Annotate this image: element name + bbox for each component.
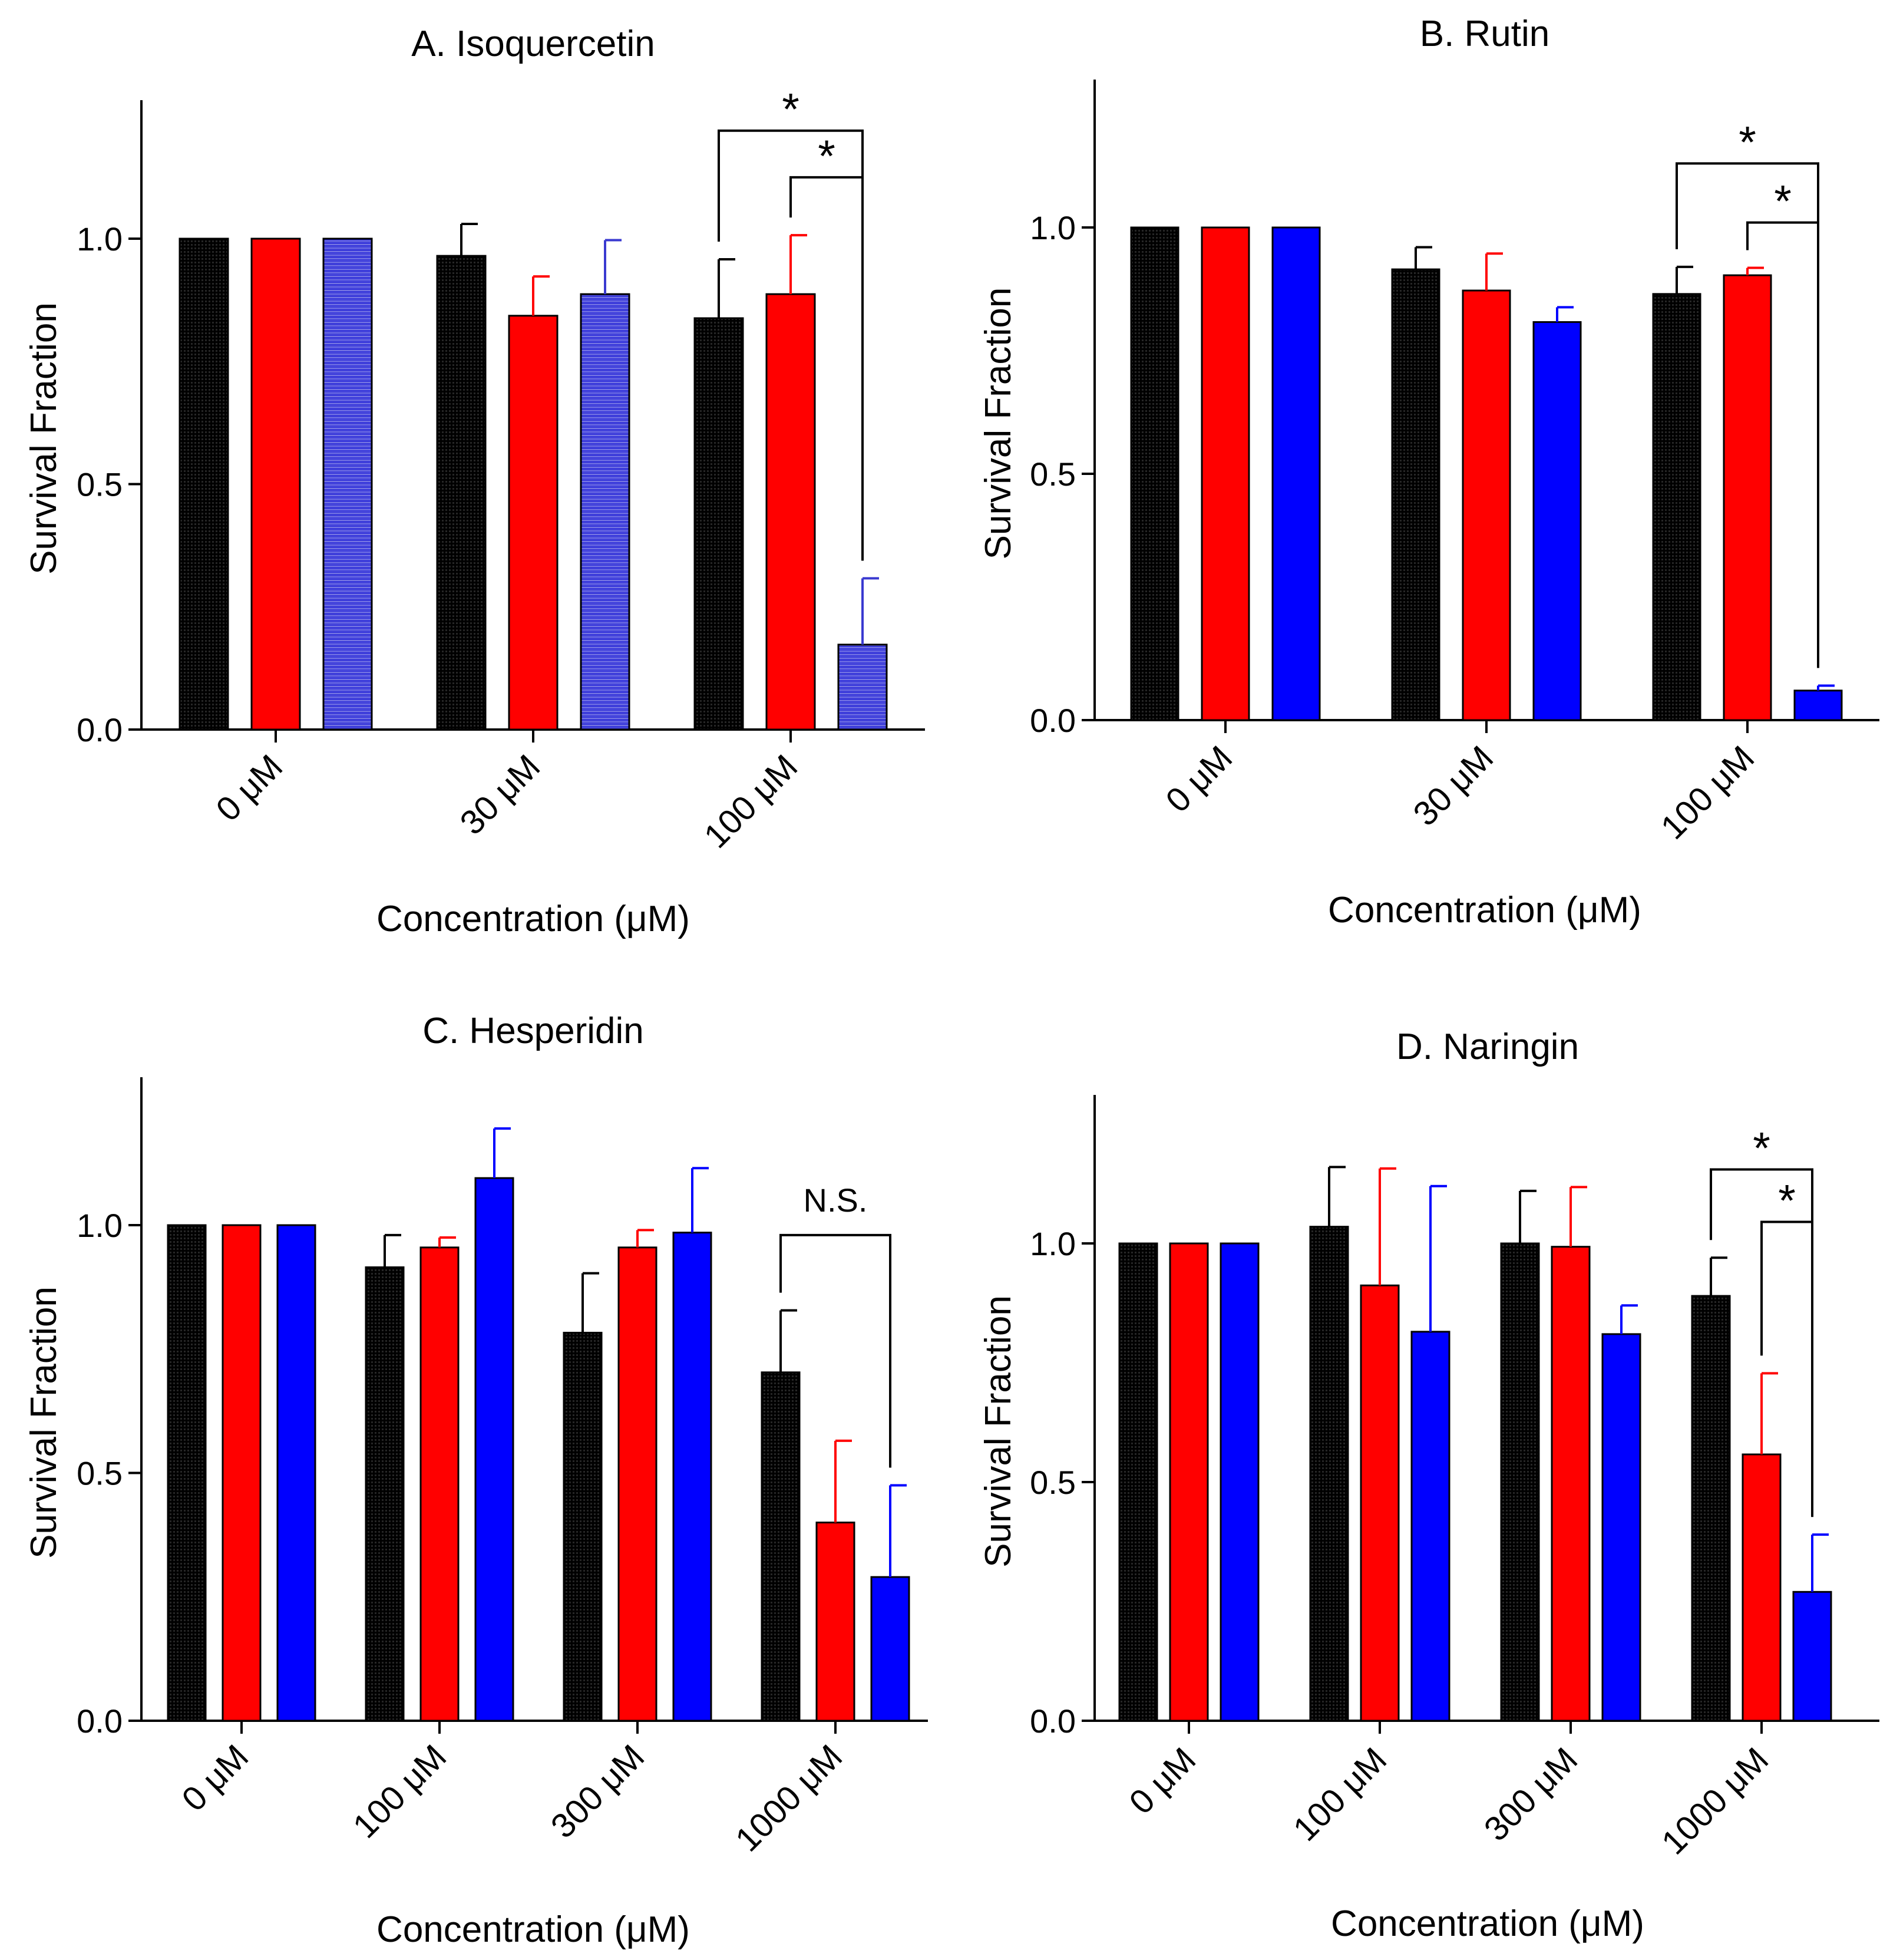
y-tick-label: 1.0	[1030, 1225, 1076, 1262]
y-tick-label: 1.0	[77, 1207, 123, 1244]
bar	[508, 315, 559, 731]
x-tick-label: 100 μM	[697, 747, 805, 856]
bar	[1793, 689, 1843, 721]
x-axis-label: Concentration (μM)	[376, 1909, 690, 1950]
bar	[1691, 1295, 1731, 1722]
bar	[837, 644, 888, 731]
bar	[1309, 1226, 1349, 1722]
significance-label: *	[818, 131, 835, 182]
bar	[1532, 321, 1582, 721]
bar	[436, 255, 487, 731]
bar	[1723, 274, 1772, 721]
x-axis-label: Concentration (μM)	[376, 899, 690, 939]
bar	[1201, 226, 1250, 721]
significance-bracket	[789, 176, 864, 561]
bar	[322, 237, 373, 731]
x-tick-label: 300 μM	[1477, 1740, 1585, 1849]
y-tick-label: 1.0	[1030, 209, 1076, 246]
bar	[1551, 1246, 1591, 1722]
bar	[1220, 1242, 1260, 1722]
bar	[222, 1224, 262, 1722]
bar	[1271, 226, 1321, 721]
y-tick-label: 0.0	[1030, 702, 1076, 739]
x-tick-label: 0 μM	[174, 1737, 256, 1819]
bar	[693, 317, 744, 731]
x-tick-label: 100 μM	[346, 1737, 454, 1846]
bar	[1652, 293, 1701, 721]
y-tick-label: 0.0	[77, 711, 123, 748]
significance-label: *	[1753, 1123, 1770, 1173]
bar	[276, 1224, 316, 1722]
y-axis-label: Survival Fraction	[978, 288, 1019, 560]
significance-label: *	[1739, 117, 1756, 167]
y-axis-label: Survival Fraction	[24, 1286, 64, 1559]
chart-title: B. Rutin	[1420, 14, 1550, 54]
x-tick-label: 30 μM	[452, 747, 547, 842]
significance-bracket	[1760, 1220, 1813, 1517]
bar	[765, 293, 816, 731]
bar	[761, 1371, 801, 1722]
y-axis-label: Survival Fraction	[978, 1295, 1019, 1568]
bar	[1410, 1331, 1450, 1722]
bar	[1601, 1333, 1641, 1722]
bar	[563, 1331, 603, 1722]
significance-label: N.S.	[804, 1182, 868, 1219]
x-tick-label: 0 μM	[1158, 738, 1240, 820]
significance-bracket	[1746, 221, 1819, 668]
chart-title: A. Isoquercetin	[411, 24, 655, 64]
x-axis-label: Concentration (μM)	[1328, 890, 1641, 930]
y-tick-label: 0.0	[1030, 1702, 1076, 1740]
bar	[1742, 1453, 1782, 1722]
significance-label: *	[1774, 177, 1792, 227]
y-tick-label: 0.0	[77, 1702, 123, 1740]
bar	[1462, 289, 1511, 721]
bar	[250, 237, 301, 731]
bar	[1360, 1284, 1400, 1722]
bar	[1130, 226, 1179, 721]
chart-title: D. Naringin	[1396, 1027, 1579, 1067]
bar	[419, 1246, 460, 1722]
x-tick-label: 0 μM	[1122, 1740, 1203, 1822]
y-axis-label: Survival Fraction	[24, 302, 64, 575]
bar	[179, 237, 229, 731]
bar	[672, 1232, 712, 1722]
y-tick-label: 1.0	[77, 220, 123, 258]
significance-label: *	[1778, 1176, 1796, 1226]
bar	[365, 1266, 405, 1722]
x-tick-label: 100 μM	[1654, 738, 1762, 847]
bar	[870, 1576, 910, 1722]
bar	[167, 1224, 207, 1722]
significance-label: *	[782, 85, 799, 135]
bar	[1169, 1242, 1209, 1722]
chart-title: C. Hesperidin	[422, 1011, 644, 1051]
bar	[815, 1522, 855, 1722]
bar	[1118, 1242, 1158, 1722]
bar	[1391, 268, 1440, 721]
x-tick-label: 0 μM	[209, 747, 290, 829]
bar	[580, 293, 630, 731]
x-tick-label: 100 μM	[1286, 1740, 1395, 1849]
bar	[617, 1246, 657, 1722]
x-tick-label: 1000 μM	[1654, 1740, 1776, 1862]
bar	[1792, 1591, 1832, 1722]
y-tick-label: 0.5	[77, 466, 123, 503]
x-tick-label: 30 μM	[1406, 738, 1501, 833]
x-axis-label: Concentration (μM)	[1331, 1903, 1644, 1944]
x-tick-label: 300 μM	[544, 1737, 652, 1846]
y-tick-label: 0.5	[1030, 1464, 1076, 1501]
significance-bracket	[779, 1233, 891, 1468]
bar	[1500, 1242, 1540, 1722]
bar	[474, 1177, 514, 1722]
x-tick-label: 1000 μM	[728, 1737, 850, 1859]
y-tick-label: 0.5	[1030, 456, 1076, 493]
y-tick-label: 0.5	[77, 1455, 123, 1492]
